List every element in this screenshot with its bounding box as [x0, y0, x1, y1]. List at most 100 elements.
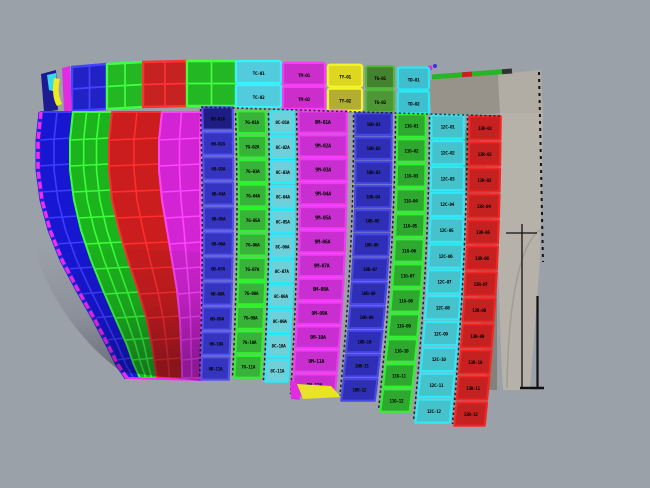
hull-plate[interactable]	[364, 89, 396, 114]
hull-plate[interactable]	[200, 331, 232, 356]
hull-plate[interactable]	[354, 136, 393, 161]
hull-plate[interactable]	[395, 163, 427, 188]
hull-plate[interactable]	[466, 193, 501, 219]
hull-plate[interactable]	[200, 356, 231, 381]
hull-plate[interactable]	[391, 263, 424, 288]
hull-plate[interactable]	[202, 231, 234, 256]
hull-plate[interactable]	[465, 219, 500, 245]
hull-plate[interactable]	[467, 167, 502, 193]
hull-plate[interactable]	[269, 135, 296, 160]
hull-plate[interactable]	[202, 181, 235, 206]
hull-plate[interactable]	[354, 160, 393, 185]
hull-plate[interactable]	[201, 106, 234, 131]
hull-plate[interactable]	[430, 114, 465, 140]
hull-plate[interactable]	[326, 87, 364, 112]
hull-plate[interactable]	[457, 349, 493, 375]
hull-plate[interactable]	[233, 354, 264, 379]
hull-plate[interactable]	[381, 363, 416, 388]
hull-plate[interactable]	[379, 388, 414, 413]
hull-plate[interactable]	[298, 229, 347, 254]
hull-plate[interactable]	[202, 256, 234, 281]
hull-plate[interactable]	[269, 110, 296, 135]
hull-plate[interactable]	[201, 281, 234, 306]
hull-plate[interactable]	[347, 305, 386, 330]
hull-plate[interactable]	[236, 110, 268, 135]
hull-plate[interactable]	[425, 269, 463, 295]
hull-plate[interactable]	[461, 297, 497, 323]
hull-plate[interactable]	[202, 206, 235, 231]
deck-panel-deck-green2[interactable]	[185, 59, 238, 108]
hull-plate[interactable]	[281, 85, 327, 110]
hull-plate[interactable]	[459, 323, 495, 349]
hull-plate[interactable]	[234, 83, 283, 109]
hull-plate[interactable]	[270, 184, 296, 210]
hull-plate[interactable]	[467, 141, 502, 167]
hull-plate[interactable]	[464, 245, 499, 271]
hull-plate[interactable]	[393, 213, 426, 238]
hull-plate[interactable]	[455, 375, 491, 401]
hull-plate[interactable]	[428, 217, 465, 243]
hull-plate[interactable]	[201, 131, 235, 156]
hull-plate[interactable]	[292, 349, 340, 373]
hull-plate[interactable]	[353, 208, 392, 233]
hull-plate[interactable]	[264, 358, 291, 383]
hull-plate[interactable]	[467, 115, 502, 141]
hull-plate[interactable]	[386, 313, 421, 338]
hull-plate[interactable]	[202, 156, 235, 181]
hull-plate[interactable]	[384, 338, 419, 363]
hull-plate[interactable]	[429, 191, 465, 218]
hull-plate[interactable]	[396, 90, 431, 115]
hull-plate[interactable]	[298, 181, 348, 206]
hull-plate[interactable]	[298, 205, 348, 230]
hull-plate[interactable]	[237, 232, 268, 257]
hull-plate[interactable]	[396, 113, 427, 138]
hull-plate[interactable]	[269, 234, 296, 259]
deck-panel-deck-red[interactable]	[141, 59, 189, 109]
hull-plate[interactable]	[423, 295, 462, 321]
hull-plate[interactable]	[294, 325, 342, 349]
hull-plate[interactable]	[296, 277, 345, 302]
hull-plate[interactable]	[236, 134, 268, 159]
hull-plate[interactable]	[237, 159, 268, 184]
hull-plate[interactable]	[269, 209, 296, 234]
hull-plate[interactable]	[297, 134, 348, 158]
hull-plate[interactable]	[345, 329, 384, 354]
hull-plate[interactable]	[427, 243, 464, 269]
hull-plate[interactable]	[237, 256, 268, 281]
hull-plate[interactable]	[353, 184, 393, 209]
hull-plate[interactable]	[395, 138, 427, 163]
hull-plate[interactable]	[266, 308, 293, 334]
hull-plate[interactable]	[281, 61, 327, 86]
hull-plate[interactable]	[429, 165, 465, 192]
hull-plate[interactable]	[297, 253, 346, 278]
hull-plate[interactable]	[392, 238, 425, 263]
hull-plate[interactable]	[416, 372, 456, 398]
hull-plate[interactable]	[234, 330, 265, 355]
hull-plate[interactable]	[414, 398, 454, 424]
hull-plate[interactable]	[340, 378, 379, 402]
hull-plate[interactable]	[430, 140, 465, 166]
hull-plate[interactable]	[237, 183, 268, 208]
hull-plate[interactable]	[342, 353, 382, 378]
hull-plate[interactable]	[269, 159, 296, 185]
hull-plate[interactable]	[421, 320, 460, 347]
hull-plate[interactable]	[267, 283, 294, 309]
deck-panel-deck-blue[interactable]	[70, 62, 109, 113]
hull-plate[interactable]	[234, 59, 283, 85]
hull-plate[interactable]	[463, 271, 498, 297]
hull-plate[interactable]	[350, 257, 390, 281]
hull-plate[interactable]	[265, 333, 292, 358]
hull-plate[interactable]	[237, 208, 268, 233]
hull-plate[interactable]	[235, 305, 266, 330]
hull-plate[interactable]	[349, 281, 388, 306]
deck-panel-deck-green[interactable]	[105, 60, 145, 111]
hull-plate[interactable]	[326, 63, 364, 88]
hull-plate[interactable]	[295, 301, 344, 326]
hull-plate[interactable]	[396, 66, 431, 91]
hull-plate[interactable]	[268, 259, 295, 284]
hull-plate[interactable]	[201, 306, 233, 331]
hull-plate[interactable]	[394, 188, 427, 213]
hull-plate[interactable]	[364, 65, 396, 90]
hull-plate[interactable]	[298, 158, 348, 182]
hull-plate[interactable]	[236, 281, 267, 306]
